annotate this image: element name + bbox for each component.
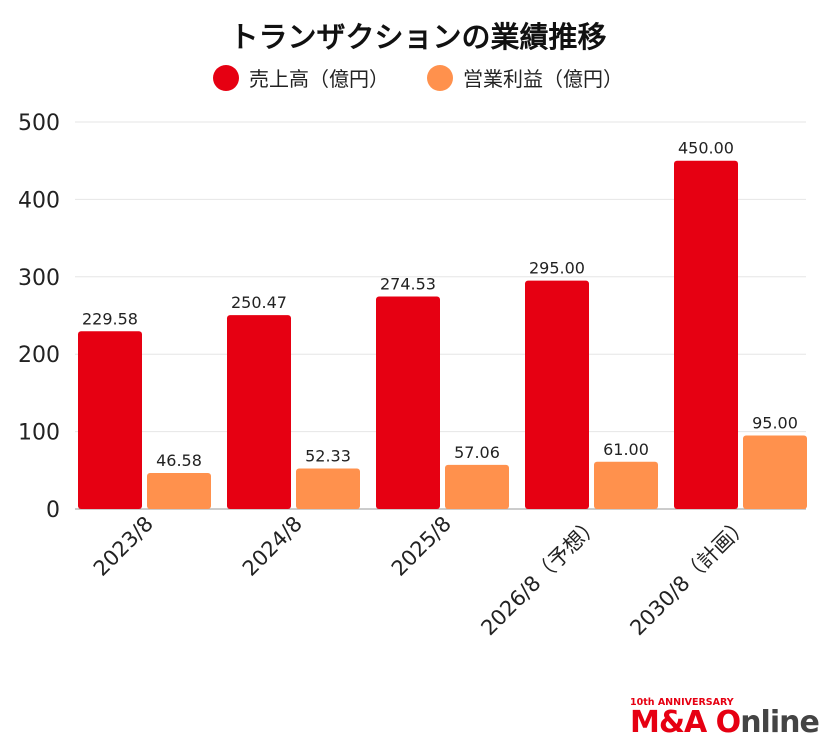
x-tick-label: 2024/8 bbox=[238, 512, 307, 581]
legend: 売上高（億円） 営業利益（億円） bbox=[0, 63, 836, 92]
legend-swatch-sales bbox=[213, 64, 239, 91]
logo-sub: 10th ANNIVERSARY bbox=[630, 697, 734, 708]
bar-sales bbox=[525, 280, 589, 509]
y-tick-label: 400 bbox=[18, 188, 60, 213]
bar-profit bbox=[147, 472, 211, 509]
data-label: 274.53 bbox=[380, 275, 436, 294]
data-label: 229.58 bbox=[82, 309, 138, 328]
data-label: 57.06 bbox=[454, 443, 500, 462]
logo-red: M&A O bbox=[630, 705, 741, 740]
logo-gray: nline bbox=[740, 705, 820, 740]
data-label: 250.47 bbox=[231, 293, 287, 312]
x-tick-label: 2025/8 bbox=[387, 512, 456, 581]
bar-sales bbox=[376, 296, 440, 509]
data-label: 52.33 bbox=[305, 446, 351, 465]
bar-profit bbox=[743, 435, 807, 509]
legend-label-sales: 売上高（億円） bbox=[249, 67, 389, 91]
y-tick-label: 300 bbox=[18, 266, 60, 291]
bar-profit bbox=[445, 464, 509, 509]
bar-sales bbox=[227, 315, 291, 509]
legend-label-profit: 営業利益（億円） bbox=[463, 67, 623, 91]
y-tick-label: 0 bbox=[46, 498, 60, 523]
x-tick-label: 2023/8 bbox=[89, 512, 158, 581]
y-tick-label: 500 bbox=[18, 111, 60, 136]
bar-profit bbox=[296, 468, 360, 509]
x-tick-label: 2030/8（計画） bbox=[625, 512, 754, 641]
bar-sales bbox=[78, 331, 142, 509]
bar-sales bbox=[674, 160, 738, 509]
data-label: 61.00 bbox=[603, 440, 649, 459]
legend-swatch-profit bbox=[427, 64, 453, 91]
x-tick-label: 2026/8（予想） bbox=[476, 512, 605, 641]
y-tick-label: 200 bbox=[18, 343, 60, 368]
logo: 10th ANNIVERSARY M&A Online bbox=[630, 697, 820, 740]
data-label: 450.00 bbox=[678, 139, 734, 158]
data-label: 295.00 bbox=[529, 259, 585, 278]
legend-item-profit: 営業利益（億円） bbox=[427, 63, 623, 92]
legend-item-sales: 売上高（億円） bbox=[213, 63, 389, 92]
data-label: 95.00 bbox=[752, 413, 798, 432]
y-tick-label: 100 bbox=[18, 421, 60, 446]
bar-profit bbox=[594, 461, 658, 509]
data-label: 46.58 bbox=[156, 451, 202, 470]
chart-title: トランザクションの業績推移 bbox=[229, 20, 607, 54]
